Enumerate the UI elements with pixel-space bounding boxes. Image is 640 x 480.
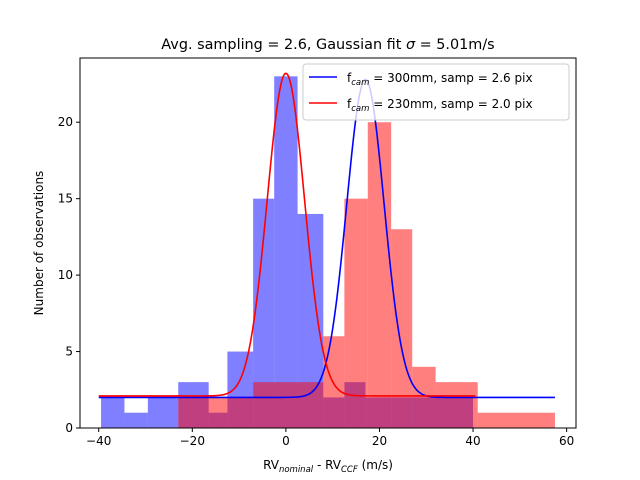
y-tick-label: 15 bbox=[58, 192, 73, 206]
red-histogram-bar bbox=[227, 397, 230, 428]
y-tick-label: 0 bbox=[65, 421, 73, 435]
x-axis-ticks: −40 −20 0 20 40 60 bbox=[86, 428, 574, 448]
x-tick-label: −20 bbox=[180, 434, 205, 448]
blue-histogram-bar bbox=[101, 397, 125, 428]
title-sigma-symbol: σ bbox=[406, 37, 416, 53]
red-histogram-bar bbox=[229, 397, 254, 428]
x-tick-label: 20 bbox=[372, 434, 387, 448]
red-histogram-bar bbox=[435, 382, 478, 428]
legend-label-red: fcam = 230mm, samp = 2.0 pix bbox=[347, 97, 533, 114]
legend-label-blue: fcam = 300mm, samp = 2.6 pix bbox=[347, 71, 533, 88]
blue-histogram-bar bbox=[274, 76, 298, 428]
y-tick-label: 10 bbox=[58, 268, 73, 282]
red-histogram-bar bbox=[367, 122, 392, 428]
blue-histogram-bar bbox=[124, 412, 148, 428]
x-axis-label: RVnominal - RVCCF (m/s) bbox=[263, 458, 393, 475]
chart-title: Avg. sampling = 2.6, Gaussian fit σ = 5.… bbox=[161, 37, 494, 53]
red-histogram-bar bbox=[477, 412, 555, 428]
plot-frame bbox=[79, 57, 577, 429]
legend: fcam = 300mm, samp = 2.6 pix fcam = 230m… bbox=[302, 63, 570, 121]
blue-gaussian-fit-line bbox=[98, 78, 555, 399]
red-histogram-bar bbox=[253, 382, 324, 428]
blue-histogram-bar bbox=[147, 397, 179, 428]
red-histogram-bar bbox=[391, 229, 413, 428]
red-histogram-bar bbox=[323, 336, 345, 428]
legend-box bbox=[302, 63, 570, 121]
red-histogram-bar bbox=[412, 366, 436, 428]
gaussian-curves bbox=[98, 72, 555, 399]
x-tick-label: −40 bbox=[86, 434, 111, 448]
x-tick-label: 0 bbox=[282, 434, 290, 448]
blue-histogram-bar bbox=[253, 198, 275, 428]
red-gaussian-fit-line bbox=[98, 72, 476, 397]
red-histogram-bar bbox=[344, 198, 368, 428]
y-tick-label: 5 bbox=[65, 345, 73, 359]
y-tick-label: 20 bbox=[58, 115, 73, 129]
x-tick-label: 60 bbox=[559, 434, 574, 448]
y-axis-label: Number of observations bbox=[32, 171, 46, 316]
histogram-bars bbox=[101, 76, 555, 428]
y-axis-ticks: 0 5 10 15 20 bbox=[58, 115, 80, 435]
x-tick-label: 40 bbox=[465, 434, 480, 448]
red-histogram-bar bbox=[178, 397, 228, 428]
